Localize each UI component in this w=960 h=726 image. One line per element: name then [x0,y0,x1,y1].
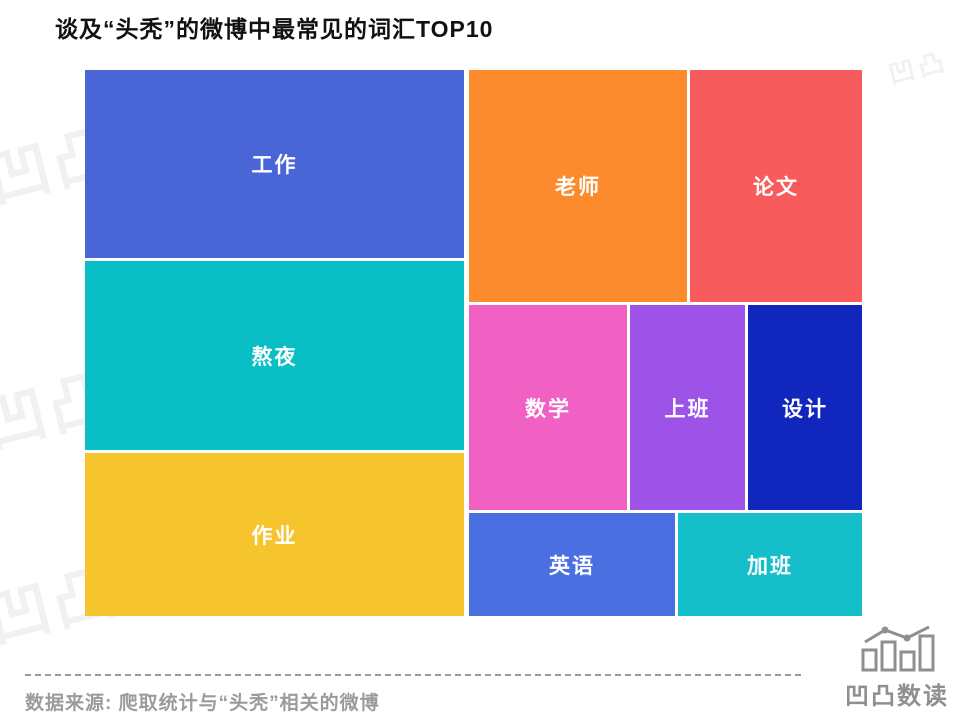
treemap-block-label: 设计 [782,397,828,421]
treemap-block-6: 数学 [469,305,627,510]
treemap-block-label: 老师 [555,176,601,199]
treemap-block-9: 英语 [469,513,675,616]
data-source-note: 数据来源: 爬取统计与“头秃”相关的微博 [25,693,380,714]
brand-logo: 凹凸数读 [836,622,958,711]
treemap-block-label: 论文 [753,176,799,199]
treemap-block-10: 加班 [678,513,862,616]
treemap-block-label: 熬夜 [251,345,298,369]
treemap-block-label: 上班 [664,397,711,421]
brand-watermark: 凹凸 [885,46,952,90]
chart-logo-icon [861,625,935,672]
treemap-block-5: 论文 [690,70,862,302]
treemap-block-label: 作业 [251,524,298,548]
treemap-block-label: 工作 [251,154,298,177]
brand-name: 凹凸数读 [845,683,949,710]
treemap-block-1: 工作 [85,70,464,258]
chart-title: 谈及“头秃”的微博中最常见的词汇TOP10 [55,16,494,42]
treemap-block-3: 作业 [85,453,464,616]
treemap-block-2: 熬夜 [85,261,464,450]
divider-dashed-line [25,674,803,676]
treemap-block-7: 上班 [630,305,745,510]
treemap-block-label: 加班 [747,554,793,578]
treemap-chart: 工作熬夜作业 老师 论文数学 上班 设计英语 加班 [85,70,862,616]
treemap-block-label: 数学 [525,397,571,421]
treemap-block-label: 英语 [549,554,595,578]
treemap-block-8: 设计 [748,305,862,510]
treemap-block-4: 老师 [469,70,687,302]
